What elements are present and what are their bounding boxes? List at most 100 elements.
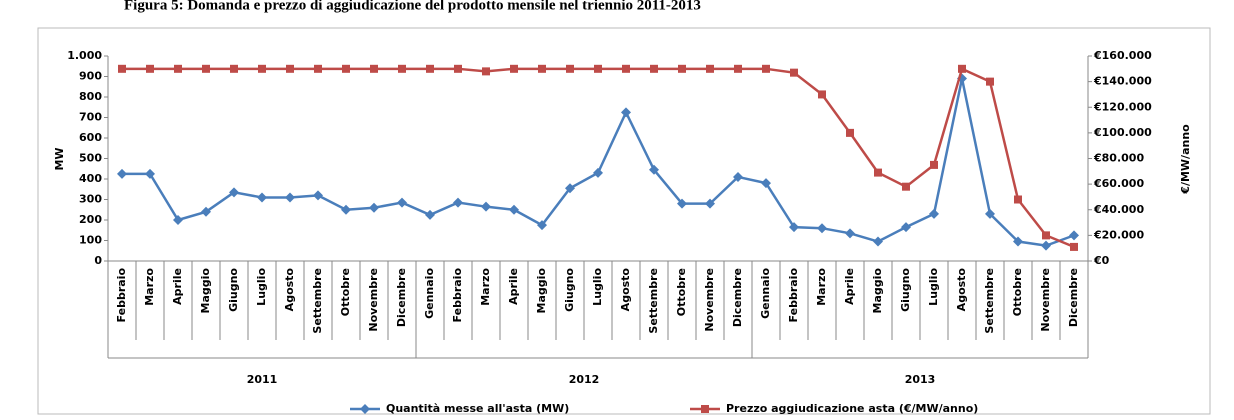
point xyxy=(285,192,295,203)
y-tick-label: 300 xyxy=(79,193,102,206)
legend-label: Quantità messe all'asta (MW) xyxy=(386,402,569,415)
y-tick-label: 500 xyxy=(79,152,102,165)
x-tick-label: Settembre xyxy=(647,268,660,334)
point xyxy=(146,64,154,73)
y-tick-label: 100 xyxy=(79,234,102,247)
point xyxy=(370,64,378,73)
x-tick-label: Luglio xyxy=(255,268,268,306)
x-tick-label: Ottobre xyxy=(1011,268,1024,316)
series-line xyxy=(122,67,1075,249)
y-tick-label: 600 xyxy=(79,131,102,144)
point xyxy=(565,183,575,194)
point xyxy=(174,64,182,73)
point xyxy=(426,64,434,73)
point xyxy=(733,171,743,182)
point xyxy=(734,64,742,73)
point xyxy=(173,215,183,225)
x-tick-label: Aprile xyxy=(507,268,520,305)
point xyxy=(481,201,491,212)
point xyxy=(873,236,883,247)
x-tick-label: Marzo xyxy=(815,268,828,306)
x-tick-label: Giugno xyxy=(227,268,240,312)
y-tick-label: 0 xyxy=(94,254,102,267)
point xyxy=(342,64,350,73)
y2-tick-label: €100.000 xyxy=(1093,126,1152,139)
point xyxy=(985,208,995,219)
x-tick-label: Agosto xyxy=(619,268,632,312)
x-tick-label: Novembre xyxy=(367,268,380,332)
x-tick-label: Maggio xyxy=(871,268,884,314)
point xyxy=(258,64,266,73)
y-tick-label: 800 xyxy=(79,90,102,103)
y2-tick-label: €120.000 xyxy=(1093,100,1152,113)
x-tick-label: Dicembre xyxy=(395,268,408,327)
point xyxy=(360,404,370,414)
point xyxy=(789,222,799,233)
point xyxy=(846,128,854,137)
point xyxy=(314,64,322,73)
group-label: 2011 xyxy=(247,373,278,386)
group-label: 2012 xyxy=(569,373,600,386)
y-tick-label: 1.000 xyxy=(67,49,102,62)
point xyxy=(1070,242,1078,251)
point xyxy=(958,64,966,73)
x-tick-label: Marzo xyxy=(479,268,492,306)
point xyxy=(874,168,882,177)
point xyxy=(398,64,406,73)
point xyxy=(706,64,714,73)
y-tick-label: 700 xyxy=(79,111,102,124)
y-tick-label: 900 xyxy=(79,70,102,83)
group-label: 2013 xyxy=(905,373,936,386)
y2-tick-label: €160.000 xyxy=(1093,49,1152,62)
point xyxy=(930,160,938,169)
y2-tick-label: €60.000 xyxy=(1093,177,1144,190)
x-tick-label: Aprile xyxy=(843,268,856,305)
x-tick-label: Maggio xyxy=(535,268,548,314)
x-tick-label: Luglio xyxy=(591,268,604,306)
point xyxy=(566,64,574,73)
y2-tick-label: €140.000 xyxy=(1093,75,1152,88)
point xyxy=(341,204,351,215)
point xyxy=(649,164,659,175)
point xyxy=(790,68,798,77)
x-tick-label: Giugno xyxy=(899,268,912,312)
point xyxy=(901,222,911,233)
point xyxy=(650,64,658,73)
point xyxy=(425,209,435,220)
x-tick-label: Dicembre xyxy=(1067,268,1080,327)
point xyxy=(537,220,547,231)
point xyxy=(257,192,267,203)
point xyxy=(986,77,994,86)
x-tick-label: Maggio xyxy=(199,268,212,314)
x-tick-label: Agosto xyxy=(283,268,296,312)
x-tick-label: Febbraio xyxy=(115,268,128,323)
x-tick-label: Settembre xyxy=(983,268,996,334)
point xyxy=(705,198,715,209)
y2-tick-label: €20.000 xyxy=(1093,228,1144,241)
point xyxy=(145,168,155,179)
point xyxy=(202,64,210,73)
chart-title: Figura 5: Domanda e prezzo di aggiudicaz… xyxy=(124,0,701,13)
x-tick-label: Gennaio xyxy=(759,268,772,319)
point xyxy=(621,107,631,118)
point xyxy=(117,168,127,179)
chart-frame xyxy=(37,27,1211,415)
y-tick-label: 400 xyxy=(79,172,102,185)
point xyxy=(397,197,407,208)
point xyxy=(1069,230,1079,241)
point xyxy=(902,182,910,191)
point xyxy=(622,64,630,73)
x-tick-label: Novembre xyxy=(703,268,716,332)
x-tick-label: Settembre xyxy=(311,268,324,334)
point xyxy=(229,187,239,198)
point xyxy=(1013,236,1023,247)
point xyxy=(201,206,211,217)
point xyxy=(230,64,238,73)
y2-tick-label: €0 xyxy=(1093,254,1110,267)
y2-tick-label: €80.000 xyxy=(1093,152,1144,165)
y-axis-label: MW xyxy=(53,147,66,170)
x-tick-label: Febbraio xyxy=(787,268,800,323)
legend-label: Prezzo aggiudicazione asta (€/MW/anno) xyxy=(726,402,978,415)
x-tick-label: Gennaio xyxy=(423,268,436,319)
